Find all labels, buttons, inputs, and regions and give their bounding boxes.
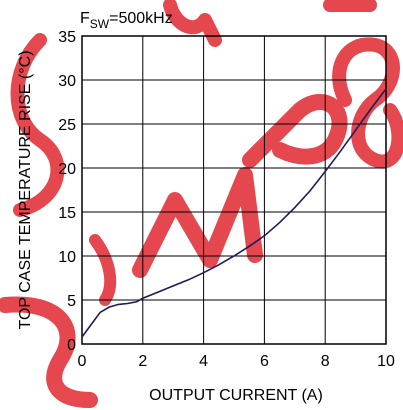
x-tick-label: 2 [138, 353, 147, 370]
watermark-stroke-2 [0, 296, 98, 408]
series-line [81, 88, 387, 338]
x-tick-label: 0 [78, 353, 87, 370]
x-tick-label: 8 [321, 353, 330, 370]
y-tick-label: 25 [58, 117, 76, 134]
x-tick-label: 6 [260, 353, 269, 370]
y-tick-label: 30 [58, 73, 76, 90]
grid [82, 36, 386, 344]
x-tick-label: 10 [377, 353, 395, 370]
watermark-stroke-5 [332, 37, 403, 169]
y-axis-title: TOP CASE TEMPERATURE RISE (°C) [17, 50, 34, 329]
y-tick-labels: 0 5 10 15 20 25 30 35 [58, 29, 76, 354]
y-tick-label: 15 [58, 205, 76, 222]
x-axis-title: OUTPUT CURRENT (A) [149, 387, 323, 404]
watermark-stroke-4 [242, 94, 348, 168]
x-tick-labels: 0 2 4 6 8 10 [78, 353, 395, 370]
y-tick-label: 10 [58, 249, 76, 266]
x-tick-label: 4 [199, 353, 208, 370]
y-tick-label: 35 [58, 29, 76, 46]
watermark-stroke-1 [10, 33, 65, 217]
watermark-stroke-3 [132, 167, 263, 278]
y-tick-label: 20 [58, 161, 76, 178]
plot-frame [81, 35, 387, 345]
y-tick-label: 5 [67, 293, 76, 310]
watermark-stroke-8 [89, 234, 117, 306]
y-tick-label: 0 [67, 337, 76, 354]
condition-annotation: FSW=500kHz [80, 10, 173, 31]
watermark-stroke-6 [163, 0, 222, 47]
